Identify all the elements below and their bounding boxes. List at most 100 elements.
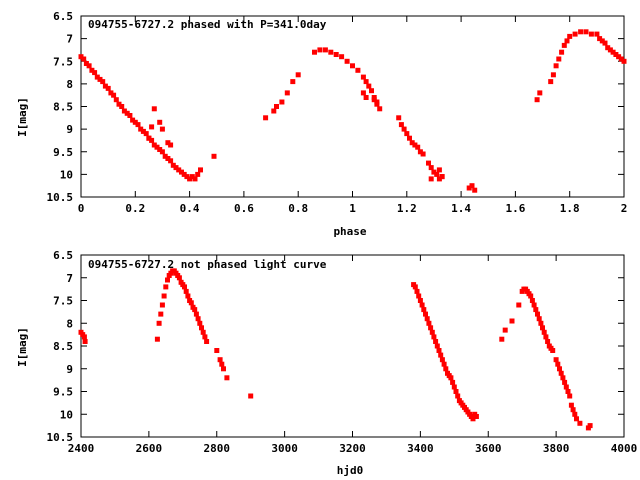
- y-tick-label: 6.5: [53, 10, 73, 23]
- data-point: [312, 49, 317, 55]
- data-point: [185, 293, 191, 299]
- data-point: [545, 339, 551, 344]
- data-point: [610, 49, 616, 55]
- data-point: [415, 144, 421, 150]
- data-point: [179, 169, 184, 175]
- data-point: [556, 56, 562, 62]
- x-tick-label: 0: [78, 202, 85, 215]
- data-point: [436, 176, 442, 182]
- data-point: [165, 277, 170, 283]
- data-point: [541, 329, 547, 335]
- data-point: [317, 47, 323, 53]
- data-point: [529, 298, 535, 303]
- data-point: [559, 49, 565, 55]
- y-tick-label: 7: [66, 33, 73, 46]
- y-tick-label: 10: [60, 408, 73, 421]
- data-point: [159, 126, 165, 132]
- data-point: [322, 47, 328, 53]
- data-point: [182, 284, 187, 290]
- data-point: [613, 52, 619, 57]
- data-point: [195, 316, 201, 322]
- x-tick-label: 2400: [68, 442, 95, 455]
- data-point: [528, 293, 534, 299]
- data-point: [423, 311, 428, 317]
- data-point: [363, 95, 369, 100]
- data-point: [563, 384, 569, 390]
- data-point: [363, 79, 369, 85]
- data-point: [412, 142, 418, 148]
- data-point: [81, 334, 87, 340]
- data-point: [428, 325, 434, 331]
- data-point: [360, 90, 366, 96]
- data-point: [605, 45, 611, 51]
- unphased-y-axis-label: I[mag]: [16, 327, 29, 367]
- data-point: [570, 407, 576, 413]
- data-point: [176, 275, 182, 281]
- data-point: [183, 288, 189, 294]
- data-point: [199, 325, 204, 331]
- data-point: [407, 135, 412, 141]
- data-point: [165, 156, 171, 161]
- data-point: [86, 63, 92, 69]
- data-point: [157, 119, 163, 125]
- data-point: [200, 329, 206, 335]
- data-point: [412, 284, 418, 290]
- data-point: [94, 74, 100, 80]
- data-point: [154, 336, 160, 342]
- data-point: [168, 142, 174, 148]
- data-point: [455, 393, 461, 399]
- x-tick-label: 2600: [136, 442, 163, 455]
- data-point: [421, 307, 427, 313]
- data-point: [161, 293, 167, 299]
- data-point: [197, 320, 203, 326]
- data-point: [135, 122, 141, 128]
- data-point: [119, 104, 125, 109]
- data-point: [198, 167, 203, 173]
- data-point: [438, 352, 444, 358]
- data-point: [548, 79, 554, 85]
- data-point: [374, 99, 380, 105]
- data-point: [224, 375, 230, 381]
- data-point: [360, 74, 366, 80]
- data-point: [154, 144, 160, 150]
- data-point: [366, 83, 372, 89]
- data-point: [189, 174, 195, 180]
- x-tick-label: 3200: [339, 442, 366, 455]
- data-point: [156, 320, 162, 326]
- data-point: [369, 88, 374, 94]
- data-point: [111, 92, 117, 98]
- data-point: [553, 357, 559, 363]
- data-point: [577, 420, 583, 426]
- phased-y-axis-label: I[mag]: [16, 97, 29, 137]
- x-tick-label: 3400: [407, 442, 434, 455]
- data-point: [599, 38, 605, 44]
- data-point: [618, 56, 624, 62]
- data-points: [78, 29, 627, 193]
- data-point: [143, 131, 149, 137]
- y-tick-label: 7: [66, 272, 73, 285]
- data-point: [151, 142, 157, 148]
- data-point: [448, 375, 454, 381]
- data-point: [159, 149, 165, 155]
- data-point: [284, 90, 290, 96]
- data-point: [371, 97, 377, 103]
- data-point: [113, 97, 119, 103]
- data-point: [83, 61, 89, 66]
- data-point: [416, 293, 422, 299]
- data-point: [132, 119, 138, 125]
- data-point: [558, 370, 564, 376]
- data-point: [567, 393, 573, 399]
- data-point: [531, 302, 537, 308]
- data-point: [588, 31, 594, 37]
- data-point: [434, 171, 440, 177]
- data-point: [192, 307, 198, 313]
- data-point: [565, 389, 571, 394]
- x-tick-label: 0.4: [180, 202, 200, 215]
- data-point: [562, 379, 568, 385]
- data-point: [124, 110, 130, 116]
- data-point: [102, 83, 108, 89]
- data-point: [263, 115, 269, 121]
- data-point: [543, 334, 549, 340]
- data-point: [377, 106, 383, 112]
